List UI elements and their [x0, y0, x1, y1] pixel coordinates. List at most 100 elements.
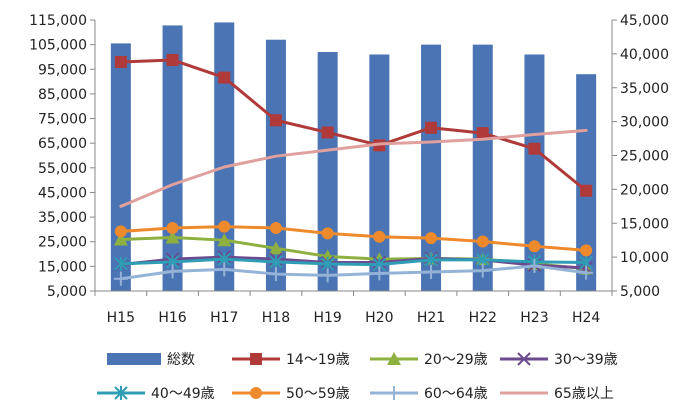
series-6-point-H24: [579, 265, 594, 280]
series-3-line: [119, 255, 588, 270]
bar-H17: [214, 22, 235, 292]
right-tick-label: 15,000: [620, 216, 669, 232]
x-tick-label: H15: [107, 310, 135, 326]
series-5-point-H17: [218, 220, 231, 233]
series-5-point-H18: [269, 221, 282, 234]
legend-marker: [517, 352, 531, 366]
right-tick-label: 20,000: [620, 182, 669, 198]
bar-H23: [524, 54, 545, 292]
series-5-line: [119, 225, 588, 252]
series-2-point-H17: [217, 233, 232, 247]
x-tick-label: H24: [572, 310, 600, 326]
series-1-point-H23: [528, 142, 541, 155]
x-tick-label: H17: [210, 310, 238, 326]
x-tick-label: H18: [262, 310, 290, 326]
left-tick-label: 95,000: [38, 62, 87, 78]
bar-H24: [576, 74, 597, 291]
bar-H21: [421, 44, 442, 291]
left-tick-label: 75,000: [38, 112, 87, 128]
series-6-point-H19: [320, 268, 335, 283]
left-tick-label: 25,000: [38, 235, 87, 251]
legend-item-1: 総数: [107, 352, 195, 368]
series-4-point-H18: [269, 254, 283, 269]
legend-item-7: 60～64歳: [370, 386, 488, 402]
series-2-point-H18: [268, 241, 283, 255]
right-tick-label: 10,000: [620, 250, 669, 266]
x-tick-label: H16: [158, 310, 186, 326]
left-tick-label: 5,000: [47, 284, 87, 300]
series-2-point-H16: [165, 230, 180, 244]
series-2-point-H15: [113, 232, 128, 246]
series-5-point-H19: [321, 227, 334, 240]
series-4-line: [119, 257, 588, 267]
right-tick-label: 25,000: [620, 149, 669, 165]
x-tick-label: H20: [365, 310, 393, 326]
series-5-point-H16: [166, 221, 179, 234]
series-1-point-H16: [166, 53, 179, 66]
left-tick-label: 105,000: [29, 38, 87, 54]
left-axis-ticks: 5,000 15,000 25,000 35,000 45,000 55,000 65,00…: [29, 13, 95, 300]
legend-label: 60～64歳: [424, 386, 488, 402]
series-6-point-H18: [268, 267, 283, 282]
x-tick-label: H19: [313, 310, 341, 326]
legend-label: 総数: [167, 352, 195, 368]
bar-H15: [110, 43, 131, 292]
x-tick-label: H22: [469, 310, 497, 326]
series-1-point-H19: [321, 126, 334, 139]
series-4-point-H21: [424, 252, 438, 267]
series-7: [119, 128, 588, 208]
legend-item-3: 20～29歳: [370, 352, 488, 368]
legend-marker: [387, 352, 401, 365]
legend-marker: [114, 386, 128, 400]
legend-item-6: 50～59歳: [232, 386, 350, 402]
right-tick-label: 30,000: [620, 115, 669, 131]
series-6: [113, 258, 594, 286]
series-6-point-H16: [165, 264, 180, 279]
x-tick-label: H23: [520, 310, 548, 326]
x-tick-label: H21: [417, 310, 445, 326]
series-1-point-H15: [114, 56, 127, 69]
series-5-point-H15: [114, 225, 127, 238]
legend-label: 30～39歳: [554, 352, 618, 368]
series-6-point-H23: [527, 258, 542, 273]
series-1-point-H17: [218, 71, 231, 84]
series-5: [114, 220, 593, 257]
series-1: [114, 53, 593, 197]
series-1-point-H22: [476, 127, 489, 140]
series-1-point-H24: [580, 184, 593, 197]
series-5-point-H20: [373, 230, 386, 243]
right-tick-label: 40,000: [620, 47, 669, 63]
legend-label: 65歳以上: [554, 386, 614, 402]
legend-marker: [387, 386, 401, 400]
bar-H22: [472, 44, 493, 291]
series-6-point-H22: [475, 263, 490, 278]
legend: 総数 14～19歳 20～29歳 30～39歳 40～49歳 50～59歳 60～64歳 65…: [97, 352, 618, 402]
legend-marker: [250, 353, 262, 365]
right-tick-label: 35,000: [620, 81, 669, 97]
series-7-line: [119, 128, 588, 208]
series-6-point-H21: [424, 265, 439, 280]
series-6-point-H17: [217, 262, 232, 277]
series-5-point-H22: [476, 235, 489, 248]
left-tick-label: 115,000: [29, 13, 87, 29]
left-tick-label: 35,000: [38, 210, 87, 226]
series-1-point-H18: [269, 114, 282, 127]
legend-item-2: 14～19歳: [232, 352, 350, 368]
bar-H20: [369, 54, 390, 292]
legend-item-5: 40～49歳: [97, 386, 215, 402]
legend-label: 40～49歳: [151, 386, 215, 402]
series-1-line: [119, 58, 588, 193]
bar-H16: [162, 25, 183, 291]
bar-series-group: [110, 22, 597, 292]
legend-label: 14～19歳: [286, 352, 350, 368]
left-tick-label: 15,000: [38, 259, 87, 275]
series-5-point-H24: [580, 244, 593, 257]
left-tick-label: 65,000: [38, 136, 87, 152]
legend-marker: [250, 387, 262, 399]
series-6-point-H15: [113, 271, 128, 286]
series-4-point-H15: [114, 256, 128, 271]
left-tick-label: 85,000: [38, 87, 87, 103]
right-tick-label: 5,000: [620, 284, 660, 300]
left-tick-label: 55,000: [38, 161, 87, 177]
